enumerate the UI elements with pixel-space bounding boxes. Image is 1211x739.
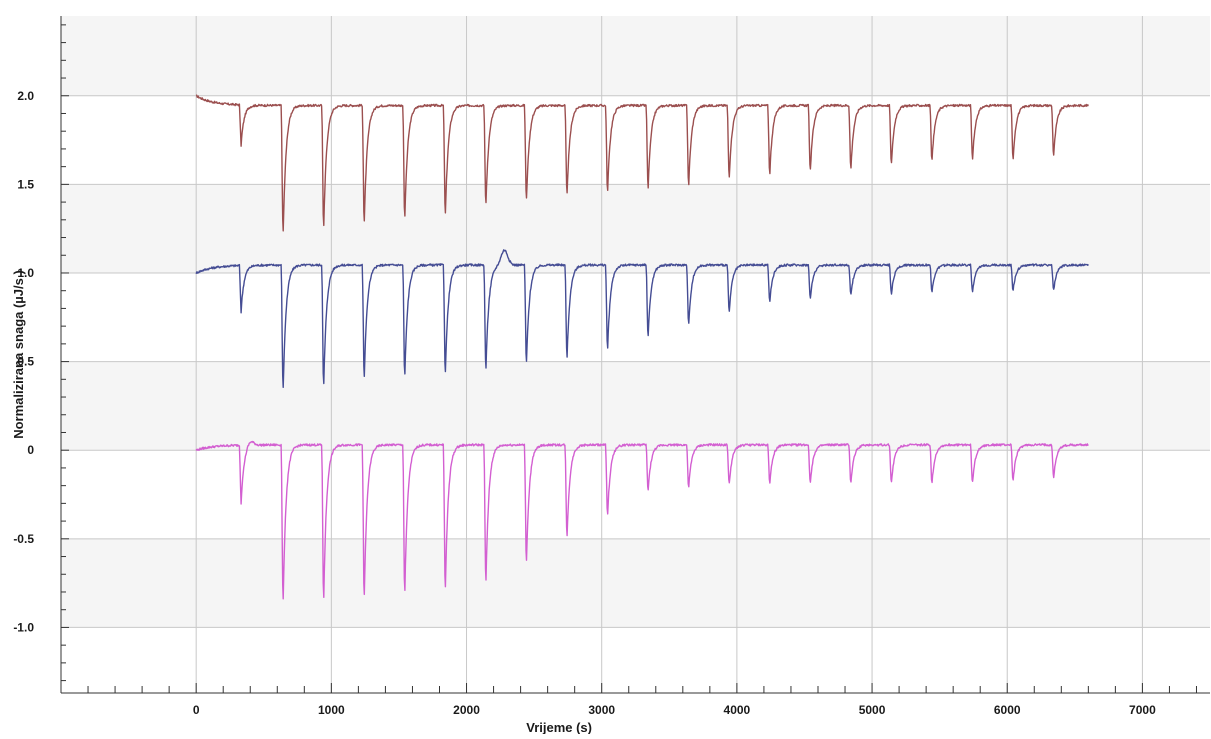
y-tick-label: 2.0 xyxy=(17,89,34,103)
plot-band xyxy=(61,272,1210,362)
series-line-2 xyxy=(195,249,1089,388)
plot-band xyxy=(61,627,1210,693)
y-tick-label: 1.0 xyxy=(17,266,34,280)
y-tick-label: -1.0 xyxy=(13,620,34,634)
x-tick-label: 1000 xyxy=(318,703,345,717)
x-tick-label: 6000 xyxy=(994,703,1021,717)
x-tick-label: 7000 xyxy=(1129,703,1156,717)
series-group xyxy=(195,94,1089,600)
y-tick-label: -0.5 xyxy=(13,532,34,546)
axes xyxy=(60,16,1210,694)
x-tick-label: 0 xyxy=(193,703,200,717)
x-tick-label: 2000 xyxy=(453,703,480,717)
tick-labels: 2.0 1.5 1.0 0.5 0 -0.5 -1.0 0 1000 2000 3000 4000 50… xyxy=(13,89,1156,717)
series-line-1 xyxy=(195,94,1089,232)
plot-band xyxy=(61,95,1210,185)
x-tick-label: 4000 xyxy=(724,703,751,717)
series-line-3 xyxy=(195,440,1089,600)
grid-lines xyxy=(61,16,1210,693)
plot-band xyxy=(61,184,1210,273)
y-tick-label: 0 xyxy=(27,443,34,457)
y-tick-label: 0.5 xyxy=(17,355,34,369)
plot-background-bands xyxy=(61,16,1210,693)
y-tick-label: 1.5 xyxy=(17,177,34,191)
y-axis-title: Normalizirana snaga (µJ/s ) xyxy=(11,270,26,439)
x-tick-label: 5000 xyxy=(859,703,886,717)
plot-band xyxy=(61,361,1210,451)
plot-band xyxy=(61,16,1210,96)
plot-band xyxy=(61,538,1210,628)
x-tick-label: 3000 xyxy=(588,703,615,717)
x-axis-title: Vrijeme (s) xyxy=(526,720,592,734)
plot-band xyxy=(61,450,1210,539)
